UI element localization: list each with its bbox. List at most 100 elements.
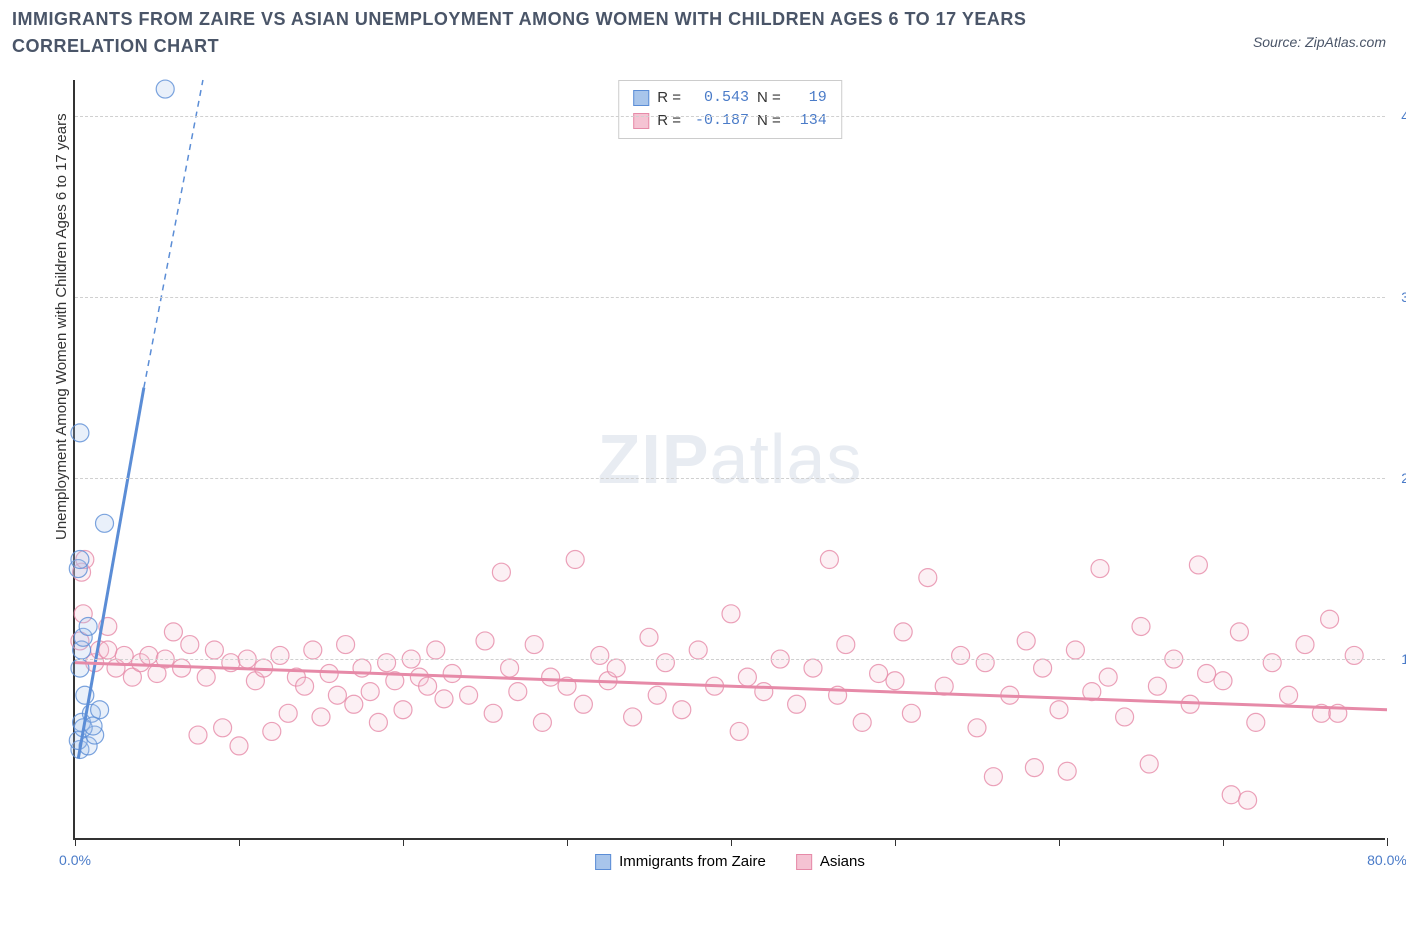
scatter-point xyxy=(1230,623,1248,641)
scatter-point xyxy=(804,659,822,677)
scatter-point xyxy=(181,636,199,654)
scatter-point xyxy=(738,668,756,686)
scatter-point xyxy=(361,683,379,701)
scatter-point xyxy=(894,623,912,641)
scatter-point xyxy=(837,636,855,654)
scatter-point xyxy=(164,623,182,641)
bottom-label-asians: Asians xyxy=(820,853,865,870)
plot-svg xyxy=(75,80,1385,838)
bottom-swatch-zaire xyxy=(595,854,611,870)
scatter-point xyxy=(984,768,1002,786)
scatter-point xyxy=(328,686,346,704)
scatter-point xyxy=(369,713,387,731)
scatter-point xyxy=(902,704,920,722)
scatter-point xyxy=(509,683,527,701)
scatter-point xyxy=(1296,636,1314,654)
bottom-legend-zaire: Immigrants from Zaire xyxy=(595,853,766,870)
chart-title: IMMIGRANTS FROM ZAIRE VS ASIAN UNEMPLOYM… xyxy=(12,6,1092,60)
scatter-point xyxy=(1050,701,1068,719)
scatter-point xyxy=(952,646,970,664)
scatter-point xyxy=(673,701,691,719)
x-tick xyxy=(239,838,240,846)
scatter-point xyxy=(71,551,89,569)
scatter-point xyxy=(189,726,207,744)
scatter-point xyxy=(591,646,609,664)
scatter-point xyxy=(296,677,314,695)
scatter-point xyxy=(1058,762,1076,780)
y-tick-label: 30.0% xyxy=(1401,289,1406,305)
y-tick-label: 10.0% xyxy=(1401,651,1406,667)
scatter-point xyxy=(1066,641,1084,659)
scatter-point xyxy=(853,713,871,731)
scatter-point xyxy=(115,646,133,664)
scatter-point xyxy=(271,646,289,664)
trend-line-dash xyxy=(144,80,203,388)
scatter-point xyxy=(886,672,904,690)
grid-line xyxy=(75,659,1385,660)
y-axis-label: Unemployment Among Women with Children A… xyxy=(53,113,70,540)
trend-line xyxy=(75,663,1387,710)
scatter-point xyxy=(1091,560,1109,578)
scatter-point xyxy=(263,722,281,740)
scatter-point xyxy=(435,690,453,708)
scatter-point xyxy=(1239,791,1257,809)
scatter-point xyxy=(656,654,674,672)
scatter-point xyxy=(345,695,363,713)
scatter-point xyxy=(484,704,502,722)
scatter-point xyxy=(566,551,584,569)
scatter-point xyxy=(394,701,412,719)
x-tick-label: 80.0% xyxy=(1367,852,1406,868)
scatter-point xyxy=(1189,556,1207,574)
scatter-point xyxy=(1321,610,1339,628)
scatter-point xyxy=(574,695,592,713)
scatter-point xyxy=(1025,759,1043,777)
scatter-point xyxy=(96,514,114,532)
scatter-point xyxy=(197,668,215,686)
scatter-point xyxy=(755,683,773,701)
scatter-point xyxy=(1148,677,1166,695)
scatter-point xyxy=(1116,708,1134,726)
scatter-point xyxy=(501,659,519,677)
scatter-point xyxy=(1214,672,1232,690)
scatter-point xyxy=(788,695,806,713)
x-tick xyxy=(1059,838,1060,846)
scatter-point xyxy=(542,668,560,686)
scatter-point xyxy=(976,654,994,672)
scatter-point xyxy=(304,641,322,659)
scatter-point xyxy=(1345,646,1363,664)
scatter-point xyxy=(648,686,666,704)
scatter-point xyxy=(214,719,232,737)
scatter-point xyxy=(419,677,437,695)
scatter-point xyxy=(312,708,330,726)
scatter-point xyxy=(427,641,445,659)
plot-region: ZIPatlas R = 0.543 N = 19 R = -0.187 N =… xyxy=(73,80,1385,840)
scatter-point xyxy=(205,641,223,659)
scatter-point xyxy=(870,665,888,683)
bottom-swatch-asians xyxy=(796,854,812,870)
scatter-point xyxy=(1222,786,1240,804)
scatter-point xyxy=(378,654,396,672)
x-tick xyxy=(1387,838,1388,846)
scatter-point xyxy=(91,701,109,719)
chart-area: Unemployment Among Women with Children A… xyxy=(45,80,1385,870)
scatter-point xyxy=(624,708,642,726)
x-tick xyxy=(403,838,404,846)
grid-line xyxy=(75,116,1385,117)
grid-line xyxy=(75,297,1385,298)
scatter-point xyxy=(689,641,707,659)
scatter-point xyxy=(1247,713,1265,731)
x-tick xyxy=(731,838,732,846)
x-tick xyxy=(75,838,76,846)
x-tick xyxy=(895,838,896,846)
y-tick-label: 40.0% xyxy=(1401,108,1406,124)
scatter-point xyxy=(1132,617,1150,635)
scatter-point xyxy=(968,719,986,737)
scatter-point xyxy=(640,628,658,646)
scatter-point xyxy=(140,646,158,664)
scatter-point xyxy=(492,563,510,581)
scatter-point xyxy=(607,659,625,677)
scatter-point xyxy=(1198,665,1216,683)
scatter-point xyxy=(820,551,838,569)
grid-line xyxy=(75,478,1385,479)
scatter-point xyxy=(1034,659,1052,677)
